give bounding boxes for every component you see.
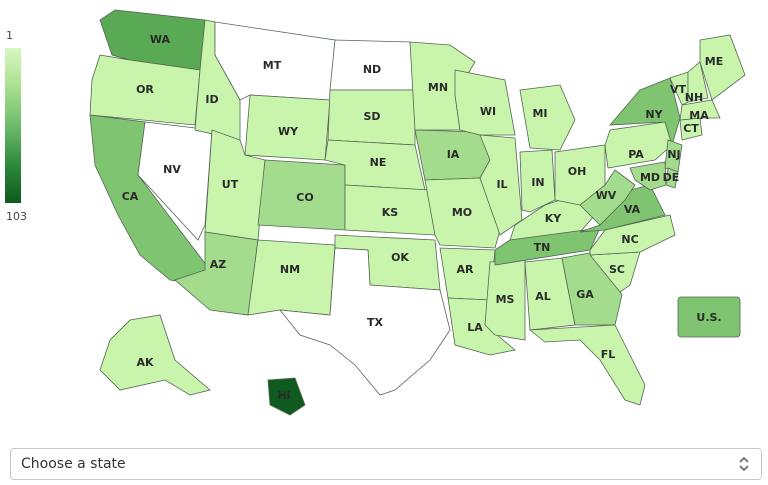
state-WI[interactable] xyxy=(454,69,516,136)
state-select-label: Choose a state xyxy=(21,456,126,472)
state-ND[interactable] xyxy=(329,39,416,91)
map-area: WA OR CA NV ID MT WY UT AZ CO NM ND SD NE KS OK TX MN IA MO… xyxy=(5,9,746,416)
state-MD[interactable] xyxy=(629,161,667,191)
state-MS[interactable] xyxy=(484,259,526,341)
state-NH[interactable] xyxy=(687,61,709,103)
state-SD[interactable] xyxy=(327,89,416,146)
state-HI[interactable] xyxy=(267,377,306,416)
legend-min-label: 1 xyxy=(6,29,13,42)
state-GA[interactable] xyxy=(561,251,623,326)
state-NJ[interactable] xyxy=(664,139,683,173)
legend-max-label: 103 xyxy=(6,210,27,223)
legend-color-bar xyxy=(5,48,21,203)
state-OR[interactable] xyxy=(89,54,201,126)
state-CO[interactable] xyxy=(257,159,346,231)
state-MI[interactable] xyxy=(519,84,576,151)
us-choropleth-map: WAORCANVIDMTWYUTAZCONMNDSDNEKSOKTXMNIAMO… xyxy=(89,9,746,416)
state-PA[interactable] xyxy=(604,121,673,169)
state-AK[interactable] xyxy=(99,314,211,396)
state-KS[interactable] xyxy=(344,184,436,236)
state-AR[interactable] xyxy=(439,247,496,301)
state-WV[interactable] xyxy=(579,169,636,226)
state-WY[interactable] xyxy=(244,94,331,161)
state-CT[interactable] xyxy=(679,117,703,141)
state-ME[interactable] xyxy=(699,34,746,101)
state-FL[interactable] xyxy=(528,324,646,406)
state-IL[interactable] xyxy=(479,134,523,236)
state-IA[interactable] xyxy=(414,129,491,181)
state-NM[interactable] xyxy=(247,239,336,316)
state-IN[interactable] xyxy=(519,149,556,213)
state-MA[interactable] xyxy=(679,99,721,121)
state-TN[interactable] xyxy=(494,227,601,266)
state-DE[interactable] xyxy=(665,167,679,189)
us-total-box[interactable] xyxy=(677,296,741,338)
chevron-updown-icon xyxy=(737,454,751,474)
state-select[interactable]: Choose a state xyxy=(10,448,762,480)
state-TX[interactable] xyxy=(279,247,451,396)
